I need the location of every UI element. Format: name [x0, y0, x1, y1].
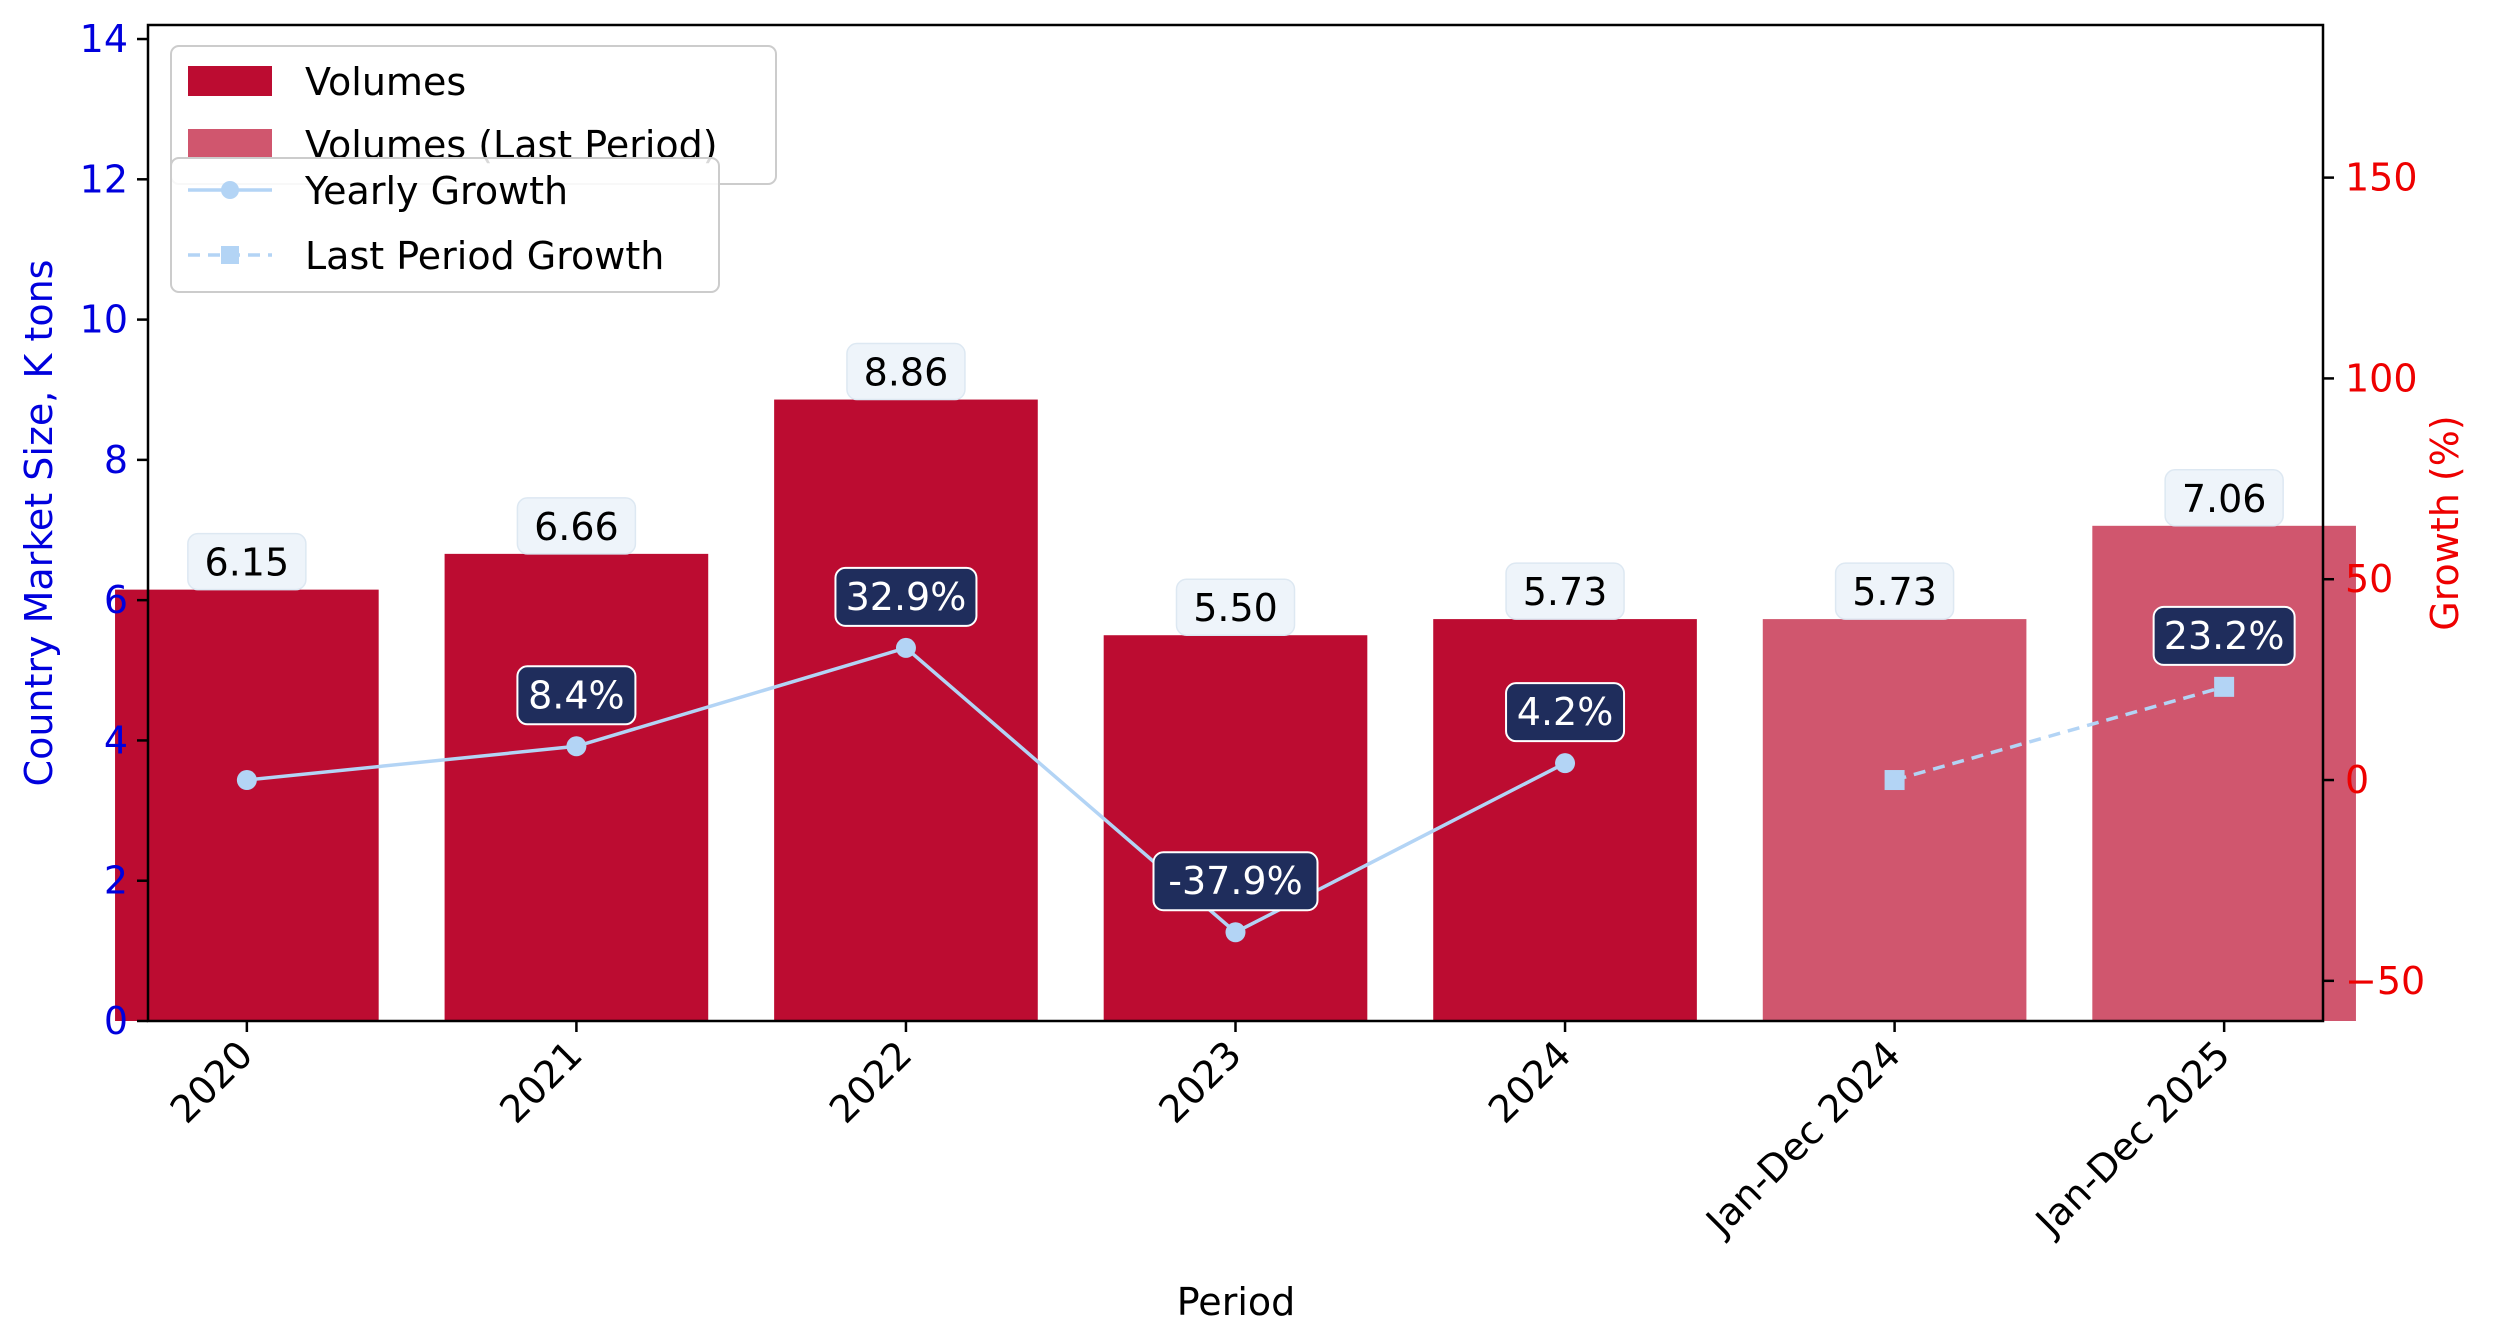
- marker-yearly-growth-2024: [1555, 753, 1576, 774]
- growth-label-box: [834, 566, 978, 627]
- bar-label: 6.66: [534, 505, 619, 549]
- bar-2024: [1433, 619, 1697, 1021]
- right-tick-label: 150: [2345, 156, 2418, 200]
- legend-label-last-period-growth: Last Period Growth: [305, 234, 664, 278]
- left-tick-label: 14: [80, 17, 128, 61]
- marker-yearly-growth-2022: [895, 637, 916, 658]
- bars-layer: [115, 399, 2356, 1021]
- bar-label: 7.06: [2182, 477, 2267, 521]
- bar-label: 6.15: [205, 541, 290, 585]
- growth-label: -37.9%: [1168, 859, 1302, 903]
- bar-label-box: [2164, 469, 2284, 527]
- legend-lines: Yearly Growth Last Period Growth: [170, 157, 720, 293]
- legend-swatch-volumes-last-period: [188, 129, 272, 159]
- line-last-period-growth: [1894, 685, 2225, 782]
- growth-label-box: [1505, 682, 1626, 743]
- marker-last-period-growth-jan-dec-2025: [2214, 676, 2235, 697]
- bar-label-box: [1834, 562, 1955, 620]
- bar-2022: [774, 399, 1038, 1021]
- left-tick-label: 8: [104, 438, 128, 482]
- legend-label-volumes: Volumes: [305, 60, 466, 104]
- legend-swatch-volumes: [188, 66, 272, 96]
- lines-layer: [236, 637, 2235, 943]
- bar-label: 5.50: [1193, 586, 1278, 630]
- left-axis: 0 2 4 6 8 10 12 14: [80, 17, 148, 1043]
- marker-yearly-growth-2023: [1225, 922, 1246, 943]
- growth-label-box: [2152, 605, 2296, 666]
- right-tick-label: 0: [2345, 758, 2369, 802]
- growth-label-box: [1152, 851, 1319, 912]
- growth-label: 23.2%: [2164, 614, 2285, 658]
- legend-marker-last-period-growth: [221, 246, 239, 264]
- growth-label-box: [516, 665, 637, 726]
- left-tick-label: 4: [104, 718, 128, 762]
- marker-yearly-growth-2021: [566, 736, 587, 757]
- marker-last-period-growth-jan-dec-2024: [1884, 770, 1905, 791]
- legend-lines-box: [170, 157, 720, 293]
- bar-2020: [115, 589, 379, 1021]
- bar-label: 5.73: [1523, 570, 1608, 614]
- left-tick-label: 6: [104, 578, 128, 622]
- bar-last-period-jan-dec-2024: [1762, 619, 2027, 1021]
- bar-2023: [1103, 635, 1368, 1021]
- bar-last-period-jan-dec-2025: [2092, 525, 2356, 1021]
- right-tick-label: 50: [2345, 557, 2393, 601]
- growth-label: 8.4%: [528, 673, 625, 717]
- bar-label: 8.86: [864, 351, 949, 395]
- left-tick-label: 10: [80, 298, 128, 342]
- bar-2021: [444, 553, 709, 1021]
- right-tick-label: −50: [2345, 959, 2425, 1003]
- legend-label-yearly-growth: Yearly Growth: [304, 169, 568, 213]
- right-tick-label: 100: [2345, 356, 2418, 400]
- labels-layer: 6.15 6.66 8.86 5.50 5.73 5.73 7.06 8.4% 32.9% -37…: [187, 342, 2296, 912]
- marker-yearly-growth-2020: [236, 770, 257, 791]
- bar-label-box: [516, 497, 637, 555]
- left-tick-label: 12: [80, 157, 128, 201]
- left-axis-title: Country Market Size, K tons: [17, 260, 61, 787]
- right-axis: −50 0 50 100 150: [2323, 156, 2425, 1003]
- x-axis-title: Period: [1177, 1280, 1296, 1324]
- bar-label-box: [1175, 578, 1296, 636]
- growth-label: 32.9%: [846, 575, 967, 619]
- bar-label-box: [846, 342, 966, 401]
- right-axis-title: Growth (%): [2423, 415, 2467, 630]
- bar-label-box: [1505, 562, 1625, 620]
- growth-label: 4.2%: [1517, 690, 1614, 734]
- legend-marker-yearly-growth: [221, 181, 239, 199]
- bar-label-box: [187, 532, 307, 591]
- left-tick-label: 2: [104, 859, 128, 903]
- bar-label: 5.73: [1852, 570, 1937, 614]
- left-tick-label: 0: [104, 999, 128, 1043]
